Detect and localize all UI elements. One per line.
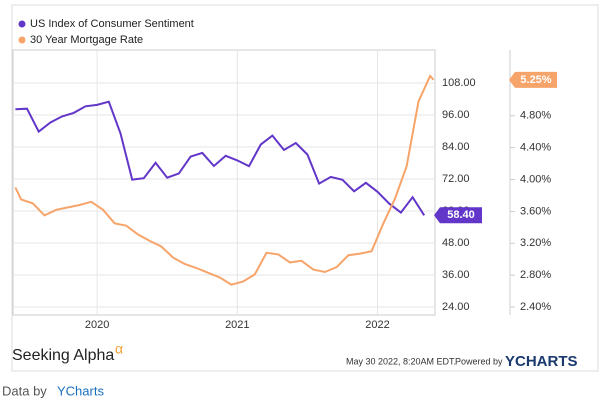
y-tick-label: 36.00 [442, 269, 470, 281]
credit: Data by [2, 383, 47, 398]
y2-tick-label: 3.20% [520, 237, 551, 249]
value-label: 5.25% [520, 74, 551, 86]
value-tag [509, 71, 557, 88]
y-tick-label: 24.00 [442, 301, 470, 313]
legend-marker [18, 20, 26, 28]
ycharts-logo: YCHARTS [505, 353, 578, 370]
x-tick-label: 2020 [85, 319, 109, 331]
y-tick-label: 48.00 [442, 237, 470, 249]
value-tag [434, 207, 482, 224]
y2-tick-label: 2.40% [520, 301, 551, 313]
y2-tick-label: 4.80% [520, 110, 551, 122]
y2-tick-label: 3.60% [520, 205, 551, 217]
y2-tick-label: 2.80% [520, 269, 551, 281]
y2-tick-label: 4.40% [520, 142, 551, 154]
x-tick-label: 2022 [365, 319, 389, 331]
y-tick-label: 96.00 [442, 109, 470, 121]
legend-label: US Index of Consumer Sentiment [30, 18, 194, 30]
y-tick-label: 84.00 [442, 141, 470, 153]
plot-area [12, 49, 436, 316]
series-line [15, 100, 426, 216]
legend-marker [18, 36, 26, 44]
value-label: 58.40 [447, 209, 475, 221]
credit-link[interactable]: YCharts [57, 383, 104, 398]
x-tick-label: 2021 [225, 319, 249, 331]
brand-mark: α [115, 341, 123, 357]
chart-frame [11, 4, 599, 372]
series-line [14, 74, 435, 286]
timestamp: May 30 2022, 8:20AM EDT. [346, 356, 456, 366]
brand: Seeking Alpha [12, 347, 114, 364]
y-tick-label: 108.00 [442, 77, 476, 89]
y2-tick-label: 4.00% [520, 173, 551, 185]
y-tick-label: 72.00 [442, 173, 470, 185]
legend-label: 30 Year Mortgage Rate [30, 34, 143, 46]
powered-by: Powered by [455, 356, 503, 366]
